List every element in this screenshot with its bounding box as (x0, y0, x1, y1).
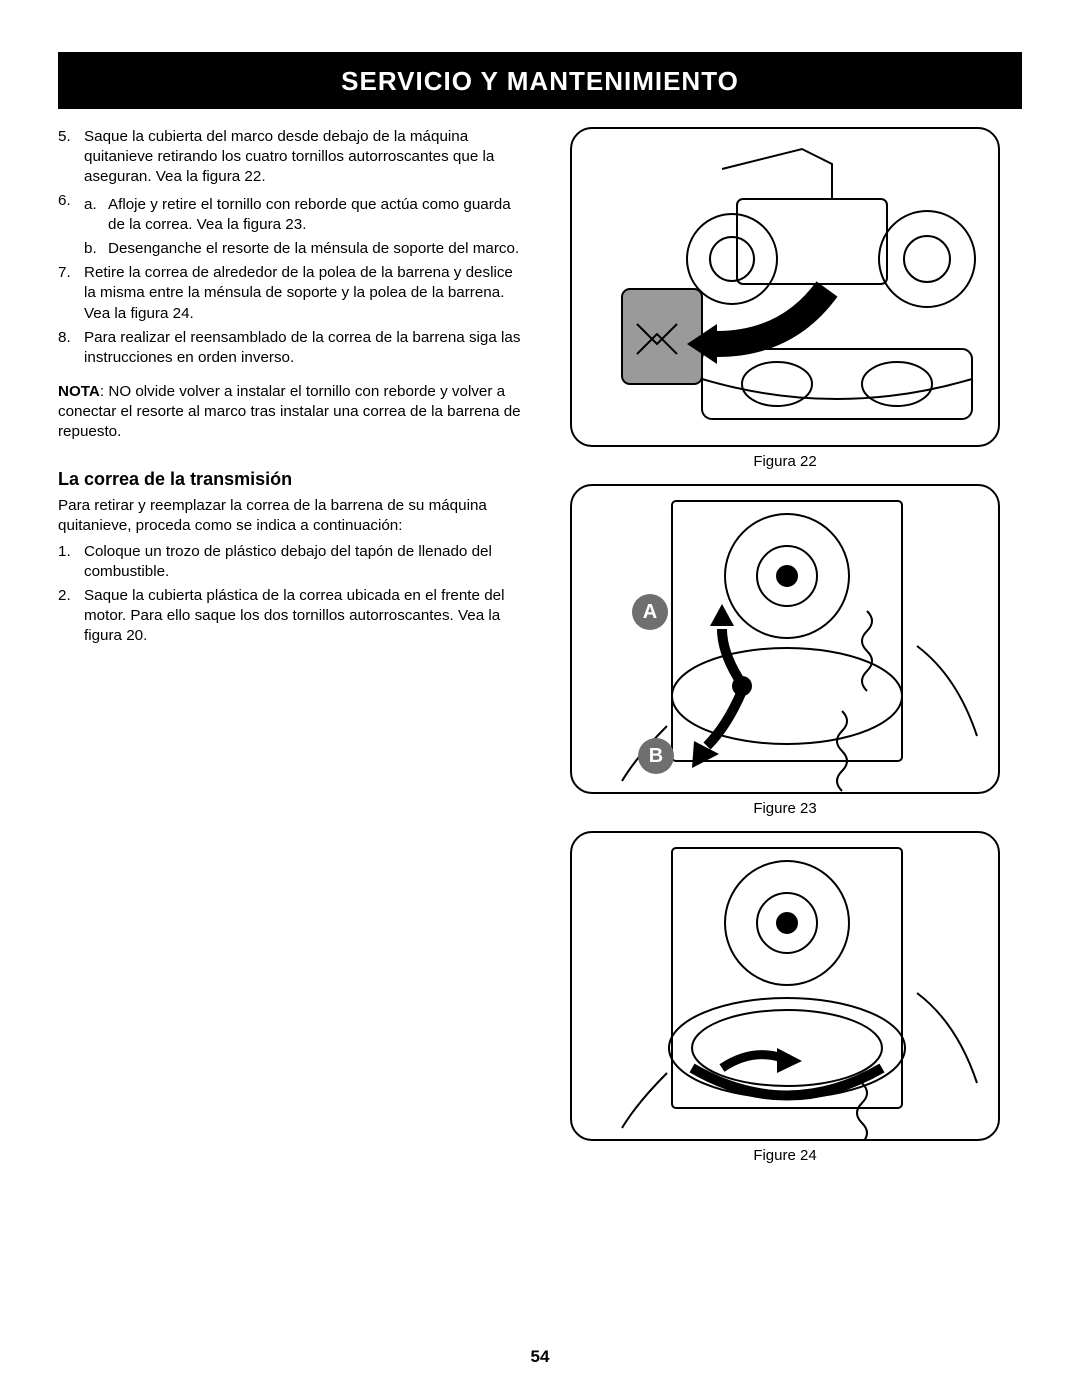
callout-a: A (632, 594, 668, 630)
step2-1: 1. Coloque un trozo de plástico debajo d… (58, 542, 528, 582)
figure-22-illustration (570, 127, 1000, 447)
section-banner: SERVICIO Y MANTENIMIENTO (58, 52, 1022, 109)
substep-b: b. Desenganche el resorte de la ménsula … (84, 239, 528, 259)
left-column: 5. Saque la cubierta del marco desde deb… (58, 127, 528, 1164)
step-text: Retire la correa de alrededor de la pole… (84, 263, 528, 323)
step2-2: 2. Saque la cubierta plástica de la corr… (58, 586, 528, 646)
subsection-intro: Para retirar y reemplazar la correa de l… (58, 496, 528, 536)
figure-24-svg (572, 833, 1000, 1141)
step-8: 8. Para realizar el reensamblado de la c… (58, 328, 528, 368)
step-number: 7. (58, 263, 84, 323)
step-number: 1. (58, 542, 84, 582)
note-label: NOTA (58, 383, 100, 400)
figure-23-caption: Figure 23 (753, 800, 816, 817)
step-text: Coloque un trozo de plástico debajo del … (84, 542, 528, 582)
step-number: 6. (58, 191, 84, 259)
figure-24-caption: Figure 24 (753, 1147, 816, 1164)
figure-24-illustration (570, 831, 1000, 1141)
step-number: 5. (58, 127, 84, 187)
step-number: 2. (58, 586, 84, 646)
substep-text: Desenganche el resorte de la ménsula de … (108, 239, 519, 259)
figure-22-caption: Figura 22 (753, 453, 816, 470)
note-paragraph: NOTA: NO olvide volver a instalar el tor… (58, 382, 528, 442)
figure-23-illustration: A B (570, 484, 1000, 794)
right-column: Figura 22 (548, 127, 1022, 1164)
substep-letter: a. (84, 195, 108, 235)
substep-text: Afloje y retire el tornillo con reborde … (108, 195, 528, 235)
two-column-layout: 5. Saque la cubierta del marco desde deb… (58, 127, 1022, 1164)
step-6: 6. a. Afloje y retire el tornillo con re… (58, 191, 528, 259)
step-text: Saque la cubierta plástica de la correa … (84, 586, 528, 646)
note-text: : NO olvide volver a instalar el tornill… (58, 383, 521, 440)
step-5: 5. Saque la cubierta del marco desde deb… (58, 127, 528, 187)
figure-22-svg (572, 129, 1000, 447)
subheading-transmission-belt: La correa de la transmisión (58, 468, 528, 492)
figure-23-svg (572, 486, 1000, 794)
step-text: Para realizar el reensamblado de la corr… (84, 328, 528, 368)
substep-letter: b. (84, 239, 108, 259)
callout-b: B (638, 738, 674, 774)
step-number: 8. (58, 328, 84, 368)
page-number: 54 (0, 1347, 1080, 1367)
step-body: a. Afloje y retire el tornillo con rebor… (84, 191, 528, 259)
step-text: Saque la cubierta del marco desde debajo… (84, 127, 528, 187)
step-7: 7. Retire la correa de alrededor de la p… (58, 263, 528, 323)
substep-a: a. Afloje y retire el tornillo con rebor… (84, 195, 528, 235)
